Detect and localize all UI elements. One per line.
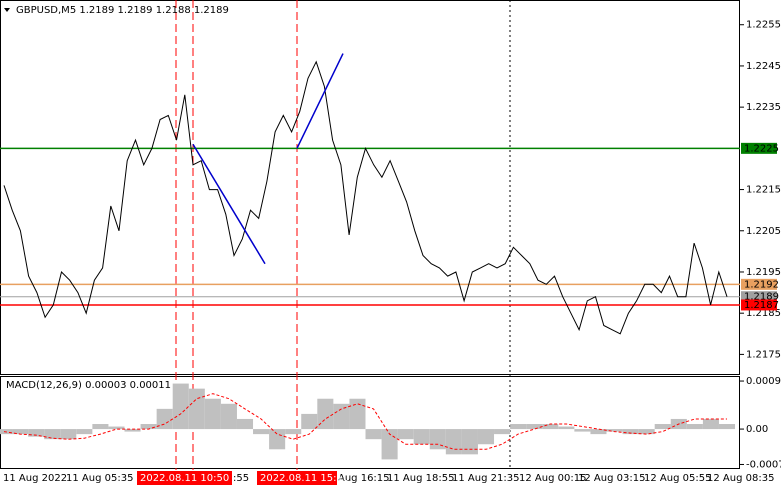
- macd-bar: [76, 429, 93, 435]
- level-label: 1.2225: [744, 143, 779, 154]
- macd-bar: [365, 429, 382, 440]
- macd-bar: [494, 429, 511, 435]
- x-tick-label: :55: [233, 473, 249, 484]
- macd-bar: [477, 429, 495, 445]
- macd-bar: [253, 429, 270, 435]
- macd-bar: [172, 383, 189, 430]
- y-tick-label: 1.2215: [746, 185, 781, 196]
- price-line: [3, 60, 728, 335]
- chart-title: GBPUSD,M5 1.2189 1.2189 1.2188 1.2189: [16, 5, 229, 16]
- level-label-box: [741, 278, 777, 290]
- x-tick-label: 12 Aug 00:15: [519, 473, 586, 484]
- macd-bar: [429, 429, 446, 450]
- signal-line: [3, 393, 727, 450]
- macd-frame: [0, 376, 740, 469]
- y-tick-label: 1.2255: [746, 20, 781, 31]
- y-tick-label: 1.2195: [746, 267, 781, 278]
- macd-bar: [204, 398, 221, 430]
- macd-bar: [12, 429, 29, 435]
- macd-bar: [445, 429, 462, 455]
- macd-bar: [285, 429, 302, 435]
- y-tick-label: 1.2175: [746, 349, 781, 360]
- y-tick-label: 1.2205: [746, 226, 781, 237]
- macd-bar: [124, 429, 141, 432]
- macd-bar: [622, 429, 639, 435]
- macd-bar: [397, 429, 414, 440]
- macd-bar: [574, 429, 591, 432]
- time-marker-label: 2022.08.11 10:50: [140, 473, 229, 484]
- y-tick-label: -0.0007: [746, 459, 781, 470]
- level-label: 1.2189: [744, 292, 779, 303]
- level-label: 1.2187: [744, 300, 779, 311]
- y-tick-label: 1.2245: [746, 61, 781, 72]
- macd-bar: [654, 424, 671, 430]
- macd-bar: [44, 429, 61, 440]
- y-tick-label: 0.00095: [746, 376, 781, 387]
- x-tick-label: 11 Aug 2022: [3, 473, 67, 484]
- x-tick-label: 11 Aug 05:35: [66, 473, 133, 484]
- level-label: 1.2192: [744, 279, 779, 290]
- macd-bar: [349, 398, 366, 430]
- macd-bar: [317, 398, 334, 430]
- macd-bar: [542, 424, 559, 430]
- level-label-box: [741, 142, 777, 154]
- macd-bar: [236, 418, 254, 430]
- macd-bar: [686, 424, 703, 430]
- macd-bar: [140, 424, 157, 430]
- macd-bar: [606, 429, 623, 432]
- level-label-box: [741, 299, 777, 311]
- trend-line: [192, 143, 266, 265]
- macd-bar: [269, 429, 286, 450]
- x-tick-label: Aug 16:15: [338, 473, 390, 484]
- macd-bar: [638, 429, 655, 435]
- macd-bar: [156, 408, 173, 430]
- price-frame: [0, 0, 740, 375]
- y-tick-label: 1.2235: [746, 102, 781, 113]
- level-label-box: [741, 291, 777, 303]
- macd-bar: [220, 403, 237, 430]
- x-tick-label: 12 Aug 05:55: [644, 473, 711, 484]
- macd-bar: [558, 426, 575, 430]
- macd-bar: [461, 429, 478, 455]
- y-tick-label: 0.00: [746, 424, 768, 435]
- macd-bar: [702, 418, 719, 430]
- macd-title: MACD(12,26,9) 0.00003 0.00011: [6, 380, 171, 391]
- x-tick-label: 11 Aug 18:55: [387, 473, 454, 484]
- y-tick-label: 1.2185: [746, 308, 781, 319]
- time-marker-label: 2022.08.11 15:10: [260, 473, 349, 484]
- macd-bar: [28, 429, 45, 437]
- trend-line: [296, 53, 344, 149]
- macd-bar: [718, 424, 736, 430]
- macd-bar: [526, 424, 543, 430]
- macd-bar: [301, 413, 318, 430]
- macd-bar: [333, 403, 350, 430]
- macd-bar: [188, 388, 205, 430]
- macd-bar: [413, 429, 430, 445]
- macd-bar: [108, 426, 125, 430]
- macd-bar: [60, 429, 77, 440]
- macd-bar: [92, 424, 109, 430]
- x-tick-label: 12 Aug 08:35: [707, 473, 774, 484]
- time-marker-box: [137, 471, 232, 485]
- time-marker-box: [257, 471, 337, 485]
- macd-bar: [510, 424, 527, 430]
- macd-bar: [590, 429, 607, 435]
- menu-arrow: [4, 8, 10, 12]
- x-tick-label: 11 Aug 21:35: [452, 473, 519, 484]
- x-tick-label: 12 Aug 03:15: [578, 473, 645, 484]
